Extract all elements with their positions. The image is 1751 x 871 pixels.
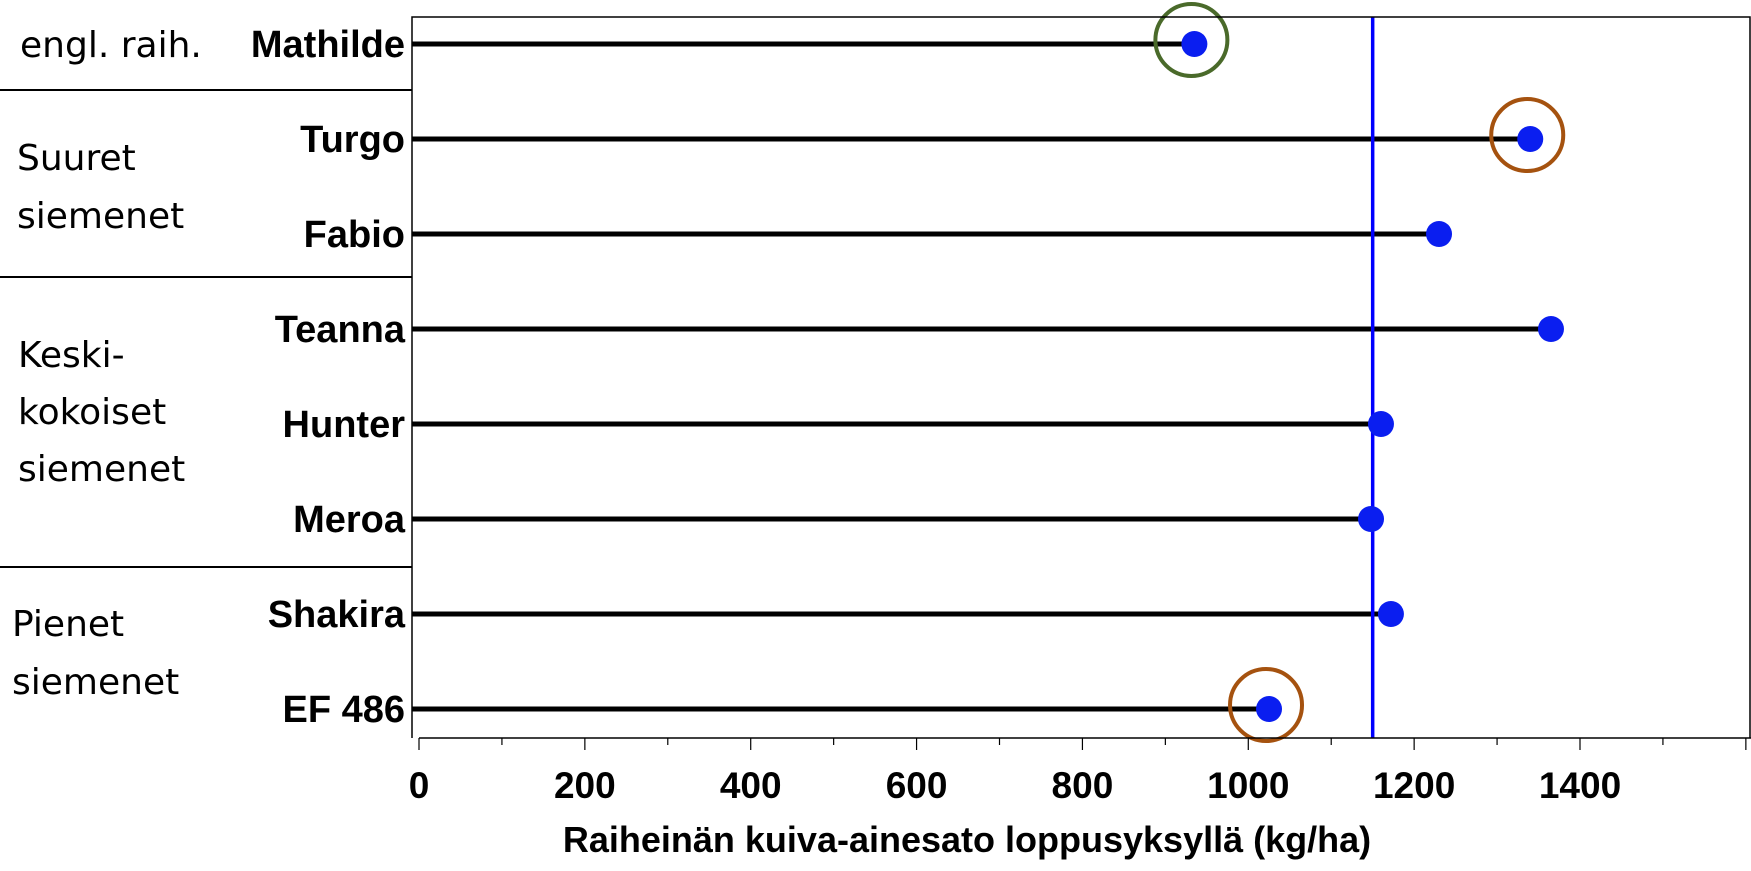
dot-turgo [1517,126,1544,152]
group-label-keski-kokoiset-siemenet-line-1: kokoiset [18,392,166,433]
category-label-hunter: Hunter [283,404,406,446]
x-tick-label: 1200 [1373,765,1455,806]
dot-meroa [1358,506,1385,532]
category-label-ef-486: EF 486 [282,689,405,731]
group-label-engl-raih-line-0: engl. raih. [20,25,202,66]
x-tick-label: 0 [409,765,430,806]
group-label-keski-kokoiset-siemenet-line-0: Keski- [18,335,125,376]
highlight-ring-turgo [1489,97,1566,173]
group-label-pienet-siemenet-line-0: Pienet [12,604,124,645]
x-tick-label: 1000 [1207,765,1289,806]
group-labels-layer: engl. raih. Suuret siemenet Keski-kokoiset s… [12,25,202,703]
group-label-pienet-siemenet-line-1: siemenet [12,662,179,703]
category-label-meroa: Meroa [293,499,406,541]
highlight-ring-mathilde [1153,2,1230,78]
dot-teanna [1537,316,1564,342]
group-label-suuret-siemenet-line-0: Suuret [17,138,136,179]
dot-hunter [1367,411,1394,437]
x-tick-label: 400 [720,765,782,806]
category-label-fabio: Fabio [304,214,405,256]
dot-shakira [1377,601,1404,627]
x-axis-title: Raiheinän kuiva-ainesato loppusyksyllä (… [563,819,1371,860]
axes-layer: 0 200 400 600 800 1000 1200 1400 [409,16,1751,806]
category-label-mathilde: Mathilde [251,24,405,66]
group-label-keski-kokoiset-siemenet-line-2: siemenet [18,449,185,490]
x-tick-label: 200 [554,765,616,806]
x-tick-label: 1400 [1539,765,1621,806]
category-labels-layer: Mathilde Turgo Fabio Teanna Hunter Meroa Shaki… [251,24,406,731]
stems-layer [412,41,1551,712]
highlight-rings-layer [1153,2,1566,743]
highlight-ring-ef-486 [1228,667,1305,743]
dot-mathilde [1181,31,1208,57]
category-label-turgo: Turgo [300,119,405,161]
x-tick-label: 800 [1052,765,1114,806]
dot-fabio [1426,221,1453,247]
group-separators-layer [0,89,412,568]
category-label-shakira: Shakira [268,594,406,636]
plot-frame [411,16,1751,738]
x-tick-label: 600 [886,765,948,806]
dot-ef-486 [1256,696,1283,722]
dots-layer [1181,31,1564,722]
category-label-teanna: Teanna [275,309,406,351]
group-label-suuret-siemenet-line-1: siemenet [17,196,184,237]
